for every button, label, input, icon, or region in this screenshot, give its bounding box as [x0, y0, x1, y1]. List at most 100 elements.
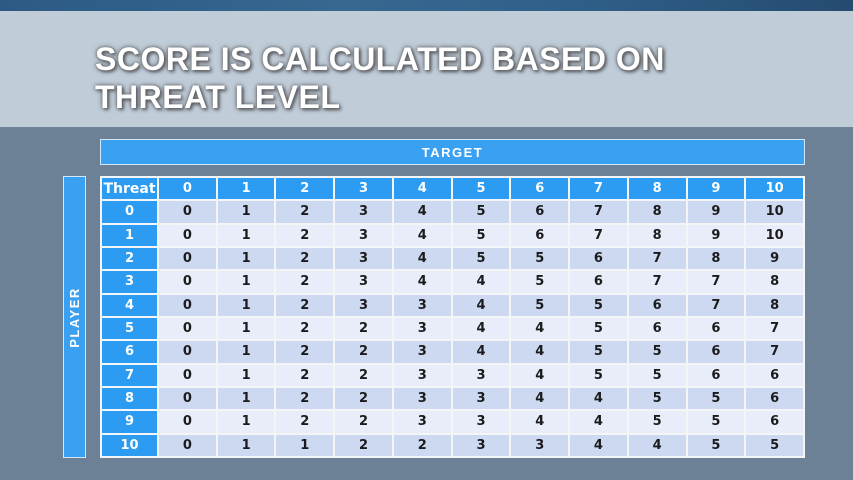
score-cell: 4: [511, 411, 569, 433]
score-cell: 5: [570, 294, 627, 316]
slide-title-line1: SCORE IS CALCULATED BASED ON: [95, 41, 665, 77]
corner-cell-threat: Threat: [102, 178, 157, 200]
column-header-cell: 4: [393, 178, 451, 200]
score-cell: 4: [393, 248, 451, 270]
score-cell: 5: [628, 411, 686, 433]
score-cell: 3: [393, 294, 451, 316]
score-cell: 5: [452, 224, 510, 246]
score-cell: 3: [393, 318, 451, 340]
row-header-cell: 9: [102, 411, 157, 433]
title-band: SCORE IS CALCULATED BASED ON THREAT LEVEL: [0, 11, 853, 127]
score-cell: 5: [687, 388, 745, 410]
score-cell: 9: [687, 224, 745, 246]
score-cell: 10: [746, 224, 803, 246]
score-cell: 1: [217, 318, 275, 340]
score-cell: 1: [217, 364, 275, 386]
score-cell: 0: [159, 294, 216, 316]
score-cell: 2: [276, 248, 334, 270]
score-cell: 4: [511, 341, 569, 363]
row-header-cell: 5: [102, 318, 157, 340]
score-cell: 2: [393, 434, 451, 456]
score-cell: 2: [276, 271, 334, 293]
column-header-cell: 9: [687, 178, 745, 200]
score-cell: 2: [276, 318, 334, 340]
score-cell: 4: [393, 271, 451, 293]
score-cell: 1: [217, 294, 275, 316]
score-cell: 1: [217, 271, 275, 293]
score-cell: 3: [393, 364, 451, 386]
score-cell: 4: [452, 271, 510, 293]
score-cell: 6: [746, 388, 803, 410]
score-cell: 3: [452, 434, 510, 456]
score-cell: 2: [276, 224, 334, 246]
score-cell: 4: [393, 224, 451, 246]
score-cell: 1: [217, 248, 275, 270]
score-cell: 5: [511, 248, 569, 270]
score-cell: 0: [159, 224, 216, 246]
score-cell: 3: [452, 364, 510, 386]
target-label: TARGET: [421, 144, 484, 160]
score-cell: 3: [393, 388, 451, 410]
score-cell: 5: [511, 271, 569, 293]
score-cell: 6: [570, 248, 627, 270]
score-cell: 5: [628, 341, 686, 363]
row-header-cell: 7: [102, 364, 157, 386]
score-cell: 2: [276, 388, 334, 410]
row-header-cell: 3: [102, 271, 157, 293]
score-cell: 6: [511, 224, 569, 246]
column-header-cell: 6: [511, 178, 569, 200]
row-header-cell: 2: [102, 248, 157, 270]
slide-title: SCORE IS CALCULATED BASED ON THREAT LEVEL: [95, 40, 665, 116]
score-cell: 1: [217, 388, 275, 410]
target-header-bar: TARGET: [100, 139, 805, 165]
score-cell: 2: [276, 341, 334, 363]
score-cell: 1: [217, 341, 275, 363]
score-cell: 3: [335, 294, 392, 316]
column-header-cell: 1: [217, 178, 275, 200]
row-header-cell: 0: [102, 201, 157, 223]
score-cell: 4: [393, 201, 451, 223]
score-cell: 2: [276, 364, 334, 386]
score-cell: 3: [511, 434, 569, 456]
score-cell: 7: [628, 271, 686, 293]
row-header-cell: 8: [102, 388, 157, 410]
score-cell: 1: [217, 224, 275, 246]
score-cell: 5: [452, 248, 510, 270]
score-cell: 5: [570, 364, 627, 386]
top-accent-strip: [0, 0, 853, 11]
score-cell: 7: [746, 318, 803, 340]
score-cell: 6: [687, 318, 745, 340]
score-cell: 5: [570, 341, 627, 363]
score-cell: 5: [452, 201, 510, 223]
score-cell: 2: [335, 434, 392, 456]
score-cell: 0: [159, 411, 216, 433]
score-cell: 3: [452, 388, 510, 410]
score-cell: 4: [570, 388, 627, 410]
score-cell: 1: [217, 201, 275, 223]
score-cell: 3: [335, 271, 392, 293]
score-cell: 4: [628, 434, 686, 456]
score-cell: 2: [276, 294, 334, 316]
column-header-cell: 5: [452, 178, 510, 200]
score-cell: 5: [628, 364, 686, 386]
row-header-cell: 6: [102, 341, 157, 363]
score-cell: 2: [335, 411, 392, 433]
score-cell: 4: [570, 434, 627, 456]
score-cell: 7: [746, 341, 803, 363]
score-cell: 6: [570, 271, 627, 293]
score-cell: 8: [746, 271, 803, 293]
score-cell: 4: [452, 341, 510, 363]
row-header-cell: 10: [102, 434, 157, 456]
score-cell: 4: [452, 318, 510, 340]
score-cell: 9: [746, 248, 803, 270]
score-cell: 7: [570, 224, 627, 246]
row-header-cell: 1: [102, 224, 157, 246]
score-cell: 5: [511, 294, 569, 316]
score-cell: 2: [335, 341, 392, 363]
player-header-bar: PLAYER: [63, 176, 86, 458]
score-cell: 1: [276, 434, 334, 456]
score-cell: 7: [687, 271, 745, 293]
score-cell: 4: [511, 364, 569, 386]
score-cell: 2: [335, 318, 392, 340]
